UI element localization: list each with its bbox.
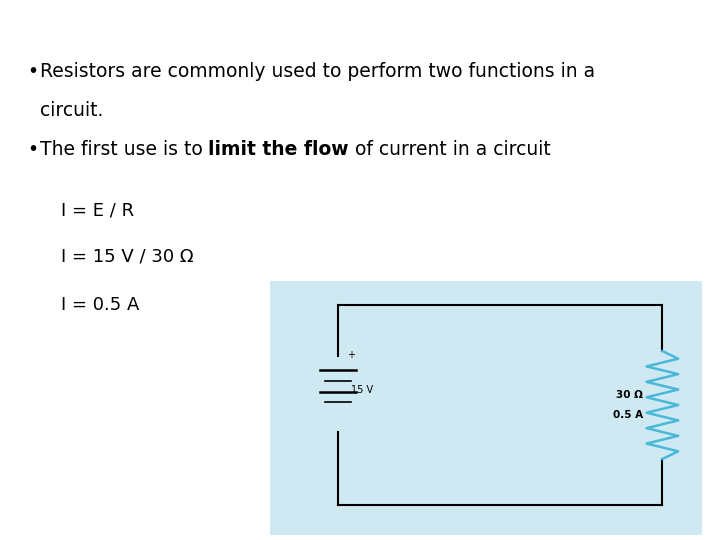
Text: The first use is to: The first use is to <box>40 140 208 159</box>
Text: •: • <box>27 140 38 159</box>
Text: of current in a circuit: of current in a circuit <box>349 140 551 159</box>
Text: I = E / R: I = E / R <box>61 202 135 220</box>
Text: 30 Ω: 30 Ω <box>616 390 643 400</box>
Text: circuit.: circuit. <box>40 101 103 120</box>
Text: limit the flow: limit the flow <box>208 140 349 159</box>
Text: •: • <box>27 62 38 81</box>
Text: +: + <box>347 350 355 360</box>
Text: I = 0.5 A: I = 0.5 A <box>61 296 140 314</box>
Text: 15 V: 15 V <box>351 386 374 395</box>
Text: Resistors are commonly used to perform two functions in a: Resistors are commonly used to perform t… <box>40 62 595 81</box>
Text: I = 15 V / 30 Ω: I = 15 V / 30 Ω <box>61 248 194 266</box>
Text: 0.5 A: 0.5 A <box>613 410 643 420</box>
Bar <box>270 281 702 535</box>
